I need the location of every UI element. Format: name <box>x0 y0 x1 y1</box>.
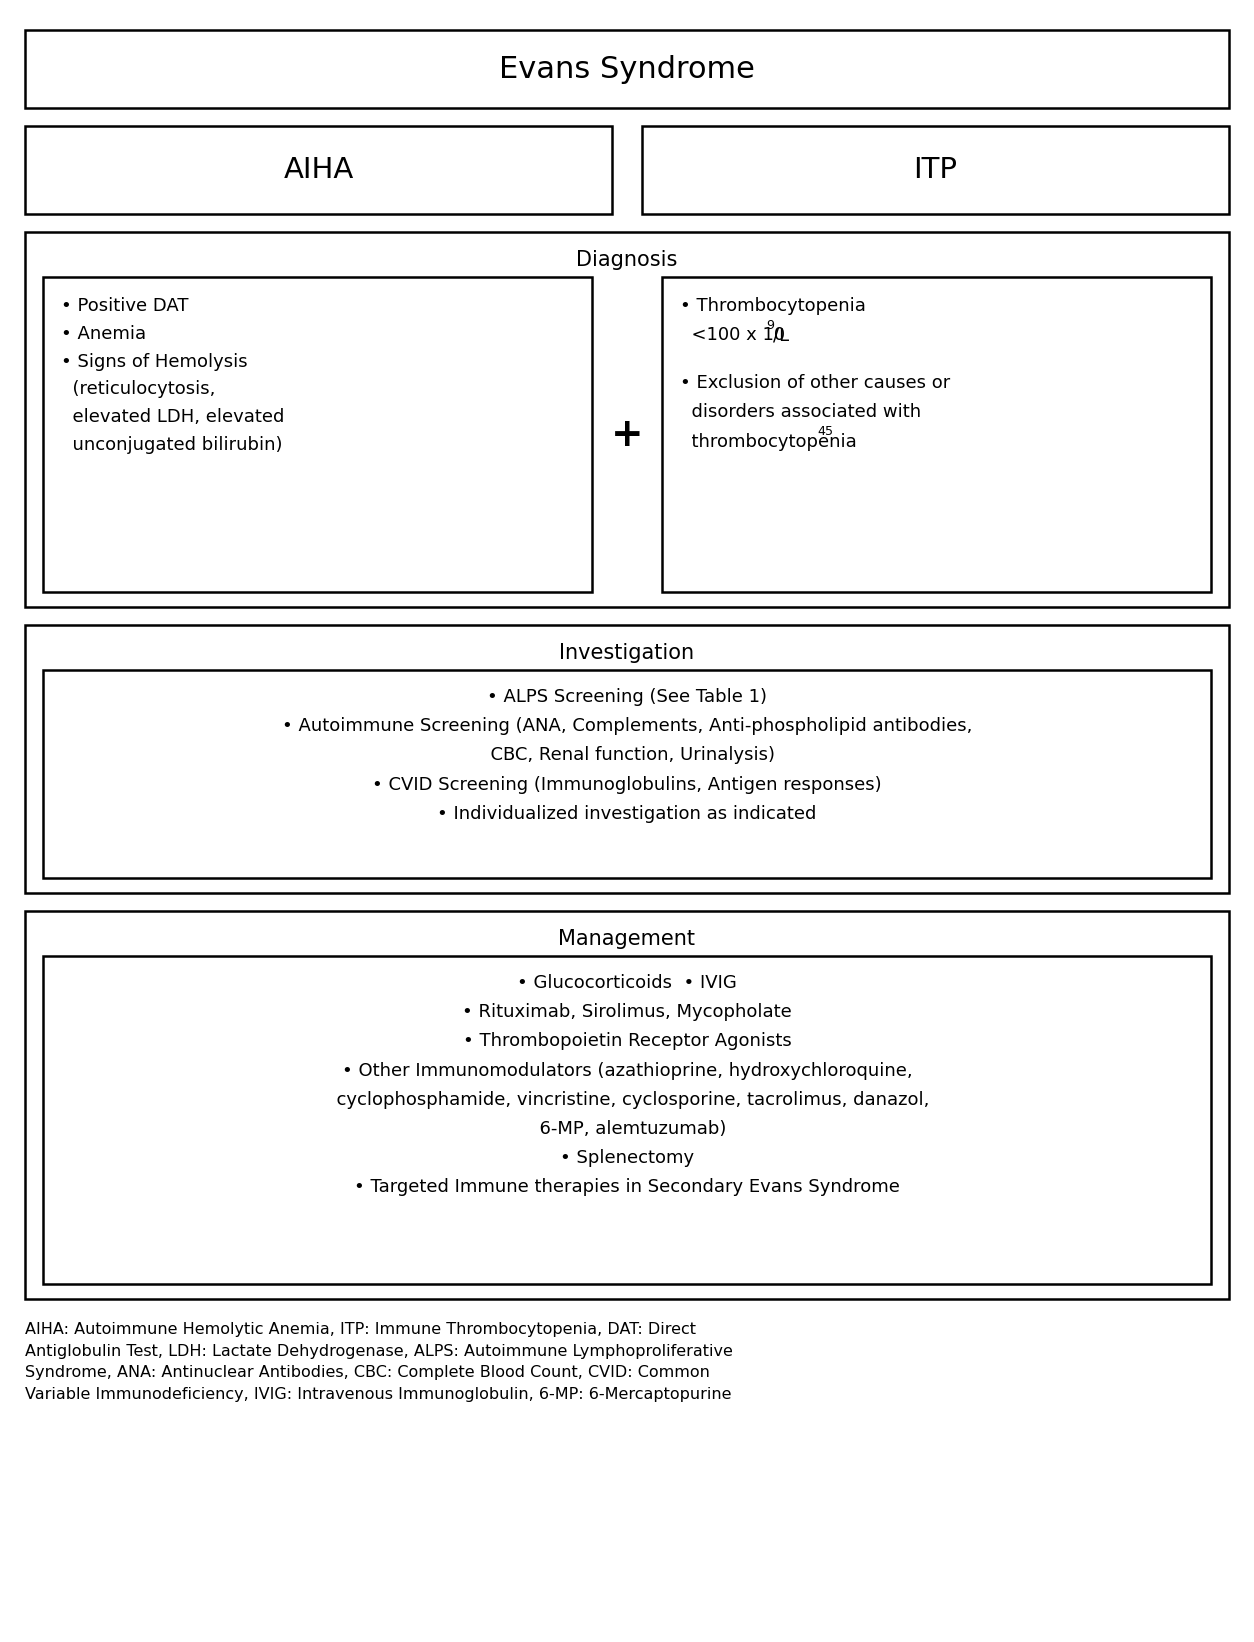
Text: • Glucocorticoids  • IVIG
• Rituximab, Sirolimus, Mycopholate
• Thrombopoietin R: • Glucocorticoids • IVIG • Rituximab, Si… <box>325 974 929 1197</box>
Text: disorders associated with: disorders associated with <box>680 402 922 420</box>
Text: AIHA: Autoimmune Hemolytic Anemia, ITP: Immune Thrombocytopenia, DAT: Direct
Ant: AIHA: Autoimmune Hemolytic Anemia, ITP: … <box>25 1322 732 1402</box>
Bar <box>25 232 1229 608</box>
Text: AIHA: AIHA <box>283 156 354 184</box>
Text: /L: /L <box>772 327 789 345</box>
Text: • ALPS Screening (See Table 1)
• Autoimmune Screening (ANA, Complements, Anti-ph: • ALPS Screening (See Table 1) • Autoimm… <box>282 688 972 823</box>
Bar <box>642 126 1229 213</box>
Text: Evans Syndrome: Evans Syndrome <box>499 54 755 84</box>
Bar <box>43 670 1211 878</box>
Text: 9: 9 <box>766 319 775 332</box>
Text: Diagnosis: Diagnosis <box>577 250 677 269</box>
Text: Investigation: Investigation <box>559 644 695 663</box>
Bar <box>25 126 612 213</box>
Bar <box>25 911 1229 1299</box>
Bar <box>662 277 1211 593</box>
Text: 45: 45 <box>818 425 833 438</box>
Text: • Exclusion of other causes or: • Exclusion of other causes or <box>680 374 951 391</box>
Bar <box>43 277 592 593</box>
Text: ITP: ITP <box>913 156 958 184</box>
Bar <box>43 956 1211 1284</box>
Bar <box>25 30 1229 108</box>
Text: thrombocytopenia: thrombocytopenia <box>680 432 856 450</box>
Text: • Positive DAT
• Anemia
• Signs of Hemolysis
  (reticulocytosis,
  elevated LDH,: • Positive DAT • Anemia • Signs of Hemol… <box>61 297 285 453</box>
Text: • Thrombocytopenia: • Thrombocytopenia <box>680 297 865 315</box>
Text: +: + <box>611 415 643 453</box>
Text: Management: Management <box>558 929 696 949</box>
Bar <box>25 626 1229 893</box>
Text: <100 x 10: <100 x 10 <box>680 327 785 345</box>
